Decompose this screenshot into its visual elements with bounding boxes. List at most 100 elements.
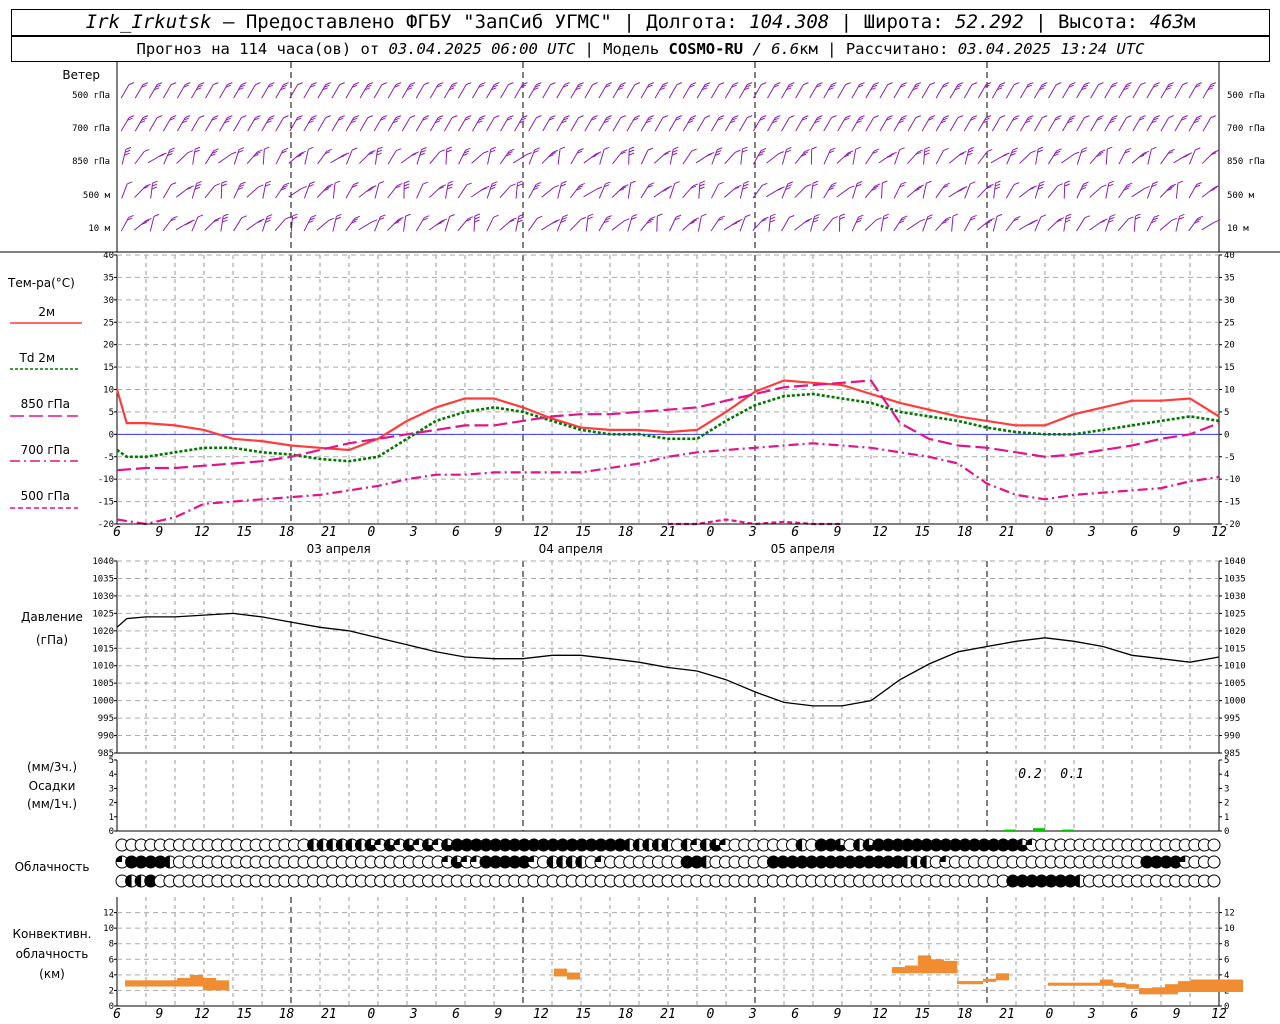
precip-annotation: 0.2 bbox=[1018, 767, 1042, 782]
wind-barb bbox=[696, 117, 706, 132]
wind-barb-feather bbox=[1026, 84, 1032, 88]
convective-bar bbox=[970, 981, 983, 985]
wind-barb-feather bbox=[255, 82, 261, 86]
temperature-x-tick-label: 6 bbox=[1130, 525, 1138, 540]
cloud-symbol-half bbox=[125, 875, 132, 887]
wind-barb-feather bbox=[1167, 151, 1174, 155]
wind-barb-feather bbox=[789, 115, 795, 119]
convective-bar bbox=[983, 978, 996, 982]
wind-barb-feather bbox=[153, 87, 160, 91]
wind-barb-feather bbox=[380, 214, 386, 218]
wind-barb-feather bbox=[309, 117, 316, 121]
convective-x-tick-label: 15 bbox=[236, 1007, 252, 1022]
wind-barb-feather bbox=[916, 186, 922, 190]
pressure-y-tick-right: 1015 bbox=[1224, 644, 1246, 654]
wind-barb-feather bbox=[1213, 150, 1219, 153]
wind-barb bbox=[359, 117, 369, 132]
wind-barb-feather bbox=[508, 82, 514, 86]
wind-barb-feather bbox=[761, 115, 767, 119]
convective-x-tick-label: 0 bbox=[367, 1007, 375, 1022]
wind-barb-feather bbox=[194, 146, 201, 150]
wind-barb-feather bbox=[227, 115, 233, 119]
wind-barb-feather bbox=[717, 117, 723, 121]
wind-barb-feather bbox=[967, 149, 974, 153]
wind-barb bbox=[191, 216, 199, 232]
wind-barb-feather bbox=[832, 216, 839, 220]
temperature-x-tick-label: 12 bbox=[533, 525, 549, 540]
wind-barb-feather bbox=[1013, 115, 1020, 119]
wind-barb-feather bbox=[1171, 217, 1178, 221]
wind-barb-feather bbox=[379, 217, 385, 221]
convective-bar bbox=[125, 980, 138, 987]
wind-barb-feather bbox=[971, 214, 977, 218]
wind-barb-feather bbox=[324, 84, 330, 88]
wind-barb bbox=[795, 84, 804, 99]
wind-barb-feather bbox=[381, 115, 388, 119]
wind-barb bbox=[1047, 185, 1059, 199]
altitude-label: Высота: bbox=[1058, 11, 1150, 33]
wind-barb bbox=[921, 84, 931, 99]
wind-barb-feather bbox=[1196, 115, 1202, 119]
wind-barb-feather bbox=[323, 188, 329, 192]
wind-barb-feather bbox=[849, 185, 855, 189]
pressure-unit: (гПа) bbox=[36, 633, 68, 647]
wind-barb bbox=[148, 117, 158, 132]
wind-barb-feather bbox=[650, 216, 656, 220]
wind-barb-feather bbox=[1013, 218, 1019, 222]
wind-barb-feather bbox=[371, 219, 378, 223]
wind-barb-feather bbox=[449, 214, 455, 217]
wind-barb-feather bbox=[1099, 220, 1106, 224]
convective-bar bbox=[1165, 984, 1178, 995]
header-station-line: Irk_Irkutsk — Предоставлено ФГБУ "ЗапСиб… bbox=[11, 9, 1270, 36]
wind-barb-feather bbox=[956, 84, 962, 88]
cloud-symbol-three-quarter bbox=[403, 839, 416, 852]
temperature-day-label: 05 апреля bbox=[771, 542, 835, 556]
wind-barb bbox=[262, 148, 265, 165]
wind-barb-feather bbox=[265, 183, 271, 187]
cloud-symbol bbox=[125, 874, 139, 888]
temperature-y-tick-left: 20 bbox=[103, 341, 114, 351]
wind-barb-feather bbox=[873, 82, 879, 86]
wind-barb-feather bbox=[1166, 188, 1172, 192]
wind-barb-feather bbox=[1081, 87, 1087, 91]
wind-barb-feather bbox=[812, 219, 819, 223]
wind-barb-feather bbox=[308, 146, 314, 150]
cloud-symbol-circle bbox=[1207, 874, 1221, 888]
wind-barb-feather bbox=[757, 153, 764, 157]
wind-barb-feather bbox=[1108, 180, 1114, 184]
wind-barb-feather bbox=[708, 152, 715, 155]
header-sep-2: | bbox=[829, 11, 864, 33]
wind-barb-feather bbox=[856, 183, 862, 187]
wind-barb bbox=[1131, 188, 1145, 198]
wind-barb-feather bbox=[1084, 82, 1090, 86]
wind-barb-feather bbox=[283, 115, 289, 119]
convective-x-tick-label: 9 bbox=[155, 1007, 163, 1022]
wind-barb-feather bbox=[1214, 185, 1220, 189]
convective-bar bbox=[1048, 982, 1061, 986]
wind-barb-feather bbox=[309, 84, 316, 88]
cloud-symbol-half bbox=[642, 839, 649, 851]
wind-barb-feather bbox=[1169, 148, 1175, 152]
wind-barb-feather bbox=[967, 152, 973, 156]
wind-barb-feather bbox=[269, 115, 275, 119]
precip-bar bbox=[1033, 828, 1045, 831]
wind-barb-feather bbox=[1139, 154, 1145, 158]
wind-barb-feather bbox=[858, 214, 864, 218]
wind-barb-feather bbox=[124, 149, 131, 153]
wind-barb-feather bbox=[264, 146, 270, 150]
wind-barb-feather bbox=[311, 115, 317, 119]
wind-barb-feather bbox=[873, 185, 879, 189]
wind-barb-feather bbox=[465, 218, 472, 222]
wind-barb-feather bbox=[1096, 117, 1103, 121]
wind-barb-feather bbox=[591, 154, 597, 158]
wind-barb-feather bbox=[221, 183, 227, 187]
wind-barb bbox=[922, 183, 927, 199]
wind-barb-feather bbox=[891, 151, 897, 155]
wind-barb-feather bbox=[491, 184, 497, 187]
wind-barb-feather bbox=[1070, 82, 1076, 86]
wind-barb-feather bbox=[970, 117, 976, 121]
wind-barb bbox=[1076, 149, 1083, 165]
header-dash: — bbox=[211, 11, 246, 33]
model-resolution-unit: км bbox=[799, 40, 818, 58]
wind-barb-feather bbox=[522, 115, 528, 119]
